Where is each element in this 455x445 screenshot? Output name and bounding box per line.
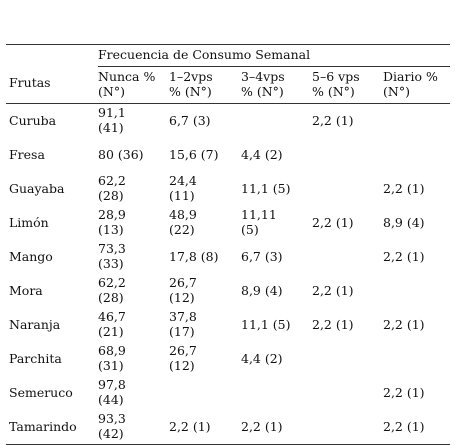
cell-fruit: Guayaba: [9, 181, 65, 196]
table-row: Semeruco 97,8 (44) 2,2 (1): [6, 376, 450, 410]
cell-1-2vps: 37,8 (17): [169, 309, 197, 339]
cell-nunca: 62,2 (28): [98, 173, 126, 203]
cell-1-2vps: 15,6 (7): [169, 147, 219, 162]
table-row: Tamarindo 93,3 (42) 2,2 (1) 2,2 (1) 2,2 (1): [6, 410, 450, 444]
cell-nunca: 91,1 (41): [98, 105, 126, 135]
cell-fruit: Tamarindo: [9, 419, 77, 434]
cell-nunca: 62,2 (28): [98, 275, 126, 305]
table-body: Curuba 91,1 (41) 6,7 (3) 2,2 (1) Fresa 80 (36…: [6, 104, 450, 444]
cell-nunca: 73,3 (33): [98, 241, 126, 271]
column-header-5-6vps: 5–6 vps % (N°): [312, 69, 360, 99]
column-header-frutas: Frutas: [9, 75, 51, 90]
cell-diario: 2,2 (1): [383, 419, 425, 434]
column-header-nunca: Nunca % (N°): [98, 69, 156, 99]
cell-3-4vps: 4,4 (2): [241, 351, 283, 366]
cell-fruit: Parchita: [9, 351, 62, 366]
cell-1-2vps: 2,2 (1): [169, 419, 211, 434]
table-row: Mango 73,3 (33) 17,8 (8) 6,7 (3) 2,2 (1): [6, 240, 450, 274]
cell-fruit: Semeruco: [9, 385, 73, 400]
cell-5-6vps: 2,2 (1): [312, 215, 354, 230]
cell-5-6vps: 2,2 (1): [312, 113, 354, 128]
consumption-table: Frecuencia de Consumo Semanal Frutas Nun…: [6, 44, 450, 445]
cell-diario: 2,2 (1): [383, 317, 425, 332]
cell-fruit: Curuba: [9, 113, 57, 128]
cell-3-4vps: 11,1 (5): [241, 181, 291, 196]
cell-3-4vps: 11,1 (5): [241, 317, 291, 332]
cell-fruit: Naranja: [9, 317, 61, 332]
table-row: Guayaba 62,2 (28) 24,4 (11) 11,1 (5) 2,2 (1): [6, 172, 450, 206]
column-header-3-4vps: 3–4vps % (N°): [241, 69, 285, 99]
table-row: Parchita 68,9 (31) 26,7 (12) 4,4 (2): [6, 342, 450, 376]
cell-nunca: 46,7 (21): [98, 309, 126, 339]
cell-fruit: Fresa: [9, 147, 45, 162]
cell-3-4vps: 8,9 (4): [241, 283, 283, 298]
table-row: Curuba 91,1 (41) 6,7 (3) 2,2 (1): [6, 104, 450, 138]
cell-3-4vps: 11,11 (5): [241, 207, 277, 237]
column-header-row: Frutas Nunca % (N°) 1–2vps % (N°) 3–4vps…: [6, 67, 450, 104]
cell-3-4vps: 2,2 (1): [241, 419, 283, 434]
cell-1-2vps: 17,8 (8): [169, 249, 219, 264]
cell-diario: 8,9 (4): [383, 215, 425, 230]
table-row: Limón 28,9 (13) 48,9 (22) 11,11 (5) 2,2 (1) 8…: [6, 206, 450, 240]
group-header-title: Frecuencia de Consumo Semanal: [98, 47, 311, 62]
cell-1-2vps: 48,9 (22): [169, 207, 197, 237]
cell-5-6vps: 2,2 (1): [312, 283, 354, 298]
table-row: Mora 62,2 (28) 26,7 (12) 8,9 (4) 2,2 (1): [6, 274, 450, 308]
table-row: Fresa 80 (36) 15,6 (7) 4,4 (2): [6, 138, 450, 172]
cell-5-6vps: 2,2 (1): [312, 317, 354, 332]
cell-nunca: 93,3 (42): [98, 411, 126, 441]
table-row: Naranja 46,7 (21) 37,8 (17) 11,1 (5) 2,2 (1)…: [6, 308, 450, 342]
group-header-rule: [98, 66, 450, 67]
group-header-row: Frecuencia de Consumo Semanal: [6, 45, 450, 67]
cell-diario: 2,2 (1): [383, 181, 425, 196]
cell-fruit: Mango: [9, 249, 53, 264]
cell-1-2vps: 24,4 (11): [169, 173, 197, 203]
cell-nunca: 97,8 (44): [98, 377, 126, 407]
cell-nunca: 28,9 (13): [98, 207, 126, 237]
cell-nunca: 68,9 (31): [98, 343, 126, 373]
cell-1-2vps: 26,7 (12): [169, 275, 197, 305]
cell-diario: 2,2 (1): [383, 385, 425, 400]
cell-3-4vps: 4,4 (2): [241, 147, 283, 162]
cell-diario: 2,2 (1): [383, 249, 425, 264]
cell-nunca: 80 (36): [98, 147, 144, 162]
column-header-diario: Diario % (N°): [383, 69, 438, 99]
cell-1-2vps: 26,7 (12): [169, 343, 197, 373]
column-header-1-2vps: 1–2vps % (N°): [169, 69, 213, 99]
cell-fruit: Limón: [9, 215, 49, 230]
cell-1-2vps: 6,7 (3): [169, 113, 211, 128]
cell-3-4vps: 6,7 (3): [241, 249, 283, 264]
cell-fruit: Mora: [9, 283, 43, 298]
